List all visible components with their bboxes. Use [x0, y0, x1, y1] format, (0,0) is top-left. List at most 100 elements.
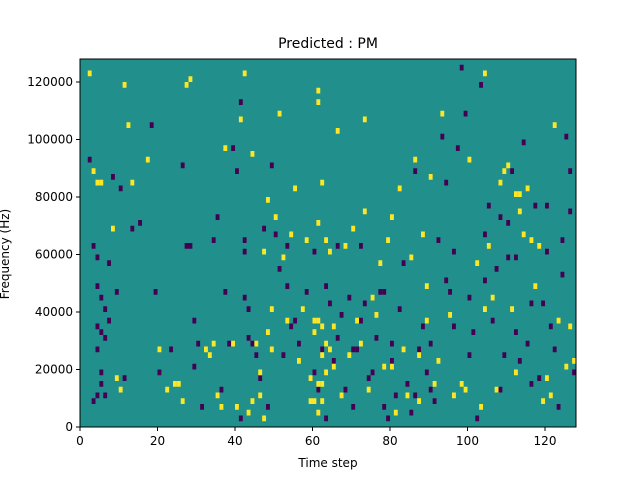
heatmap-cell-low	[192, 363, 197, 370]
heatmap-cell-low	[467, 352, 472, 358]
heatmap-cell-low	[281, 352, 286, 358]
heatmap-cell-high	[545, 375, 549, 381]
heatmap-cell-high	[165, 386, 170, 393]
heatmap-cell-high	[463, 386, 468, 393]
heatmap-cell-low	[200, 404, 205, 410]
heatmap-cell-low	[483, 231, 487, 238]
heatmap-cell-high	[347, 352, 352, 358]
heatmap-cell-low	[99, 381, 104, 387]
heatmap-cell-high	[312, 398, 317, 404]
heatmap-cell-high	[250, 398, 255, 404]
heatmap-cell-low	[533, 202, 538, 209]
heatmap-cell-low	[95, 392, 100, 399]
heatmap-cell-high	[180, 398, 185, 404]
chart-title: Predicted : PM	[278, 36, 378, 52]
heatmap-cell-high	[362, 208, 367, 215]
heatmap-cell-high	[87, 70, 92, 77]
heatmap-cell-high	[359, 340, 363, 347]
heatmap-cell-high	[424, 283, 429, 289]
y-tick-label: 20000	[35, 363, 73, 377]
heatmap-cell-low	[541, 300, 546, 307]
heatmap-cell-high	[157, 346, 162, 353]
heatmap-cell-low	[103, 335, 108, 341]
heatmap-cell-high	[521, 231, 526, 238]
heatmap-cell-high	[285, 317, 290, 324]
heatmap-cell-high	[219, 404, 224, 410]
heatmap-cell-low	[242, 248, 247, 255]
y-tick-label: 0	[65, 420, 73, 434]
heatmap-cell-low	[316, 386, 321, 393]
heatmap-cell-low	[262, 225, 267, 232]
heatmap-cell-high	[537, 243, 542, 249]
heatmap-cell-low	[219, 386, 224, 393]
heatmap-cell-high	[328, 346, 332, 353]
heatmap-cell-low	[339, 312, 344, 318]
x-tick-label: 120	[534, 434, 557, 448]
heatmap-cell-low	[401, 260, 406, 266]
heatmap-cell-high	[498, 179, 503, 186]
heatmap-cell-high	[118, 386, 123, 393]
heatmap-cell-low	[529, 300, 534, 307]
heatmap-cell-low	[552, 346, 557, 353]
heatmap-cell-low	[246, 335, 251, 341]
heatmap-cell-low	[390, 340, 394, 347]
heatmap-cell-low	[324, 283, 329, 289]
heatmap-cell-high	[514, 191, 518, 197]
y-tick-label: 80000	[35, 190, 73, 204]
heatmap-cell-low	[99, 329, 104, 335]
heatmap-cell-high	[176, 381, 181, 387]
x-tick-label: 40	[227, 434, 242, 448]
heatmap-cell-low	[417, 346, 422, 353]
heatmap-cell-high	[324, 369, 329, 376]
heatmap-cell-low	[277, 266, 282, 272]
heatmap-cell-low	[568, 168, 573, 174]
heatmap-cell-high	[390, 214, 394, 220]
heatmap-cell-low	[548, 323, 553, 330]
heatmap-cell-high	[126, 122, 131, 128]
heatmap-cell-high	[328, 248, 332, 255]
heatmap-cell-low	[479, 82, 484, 88]
heatmap-cell-high	[289, 231, 294, 238]
heatmap-cell-high	[316, 87, 321, 94]
heatmap-cell-high	[297, 358, 301, 364]
heatmap-cell-high	[448, 312, 453, 318]
heatmap-cells	[80, 59, 577, 427]
heatmap-cell-high	[316, 99, 321, 105]
heatmap-cell-low	[572, 369, 577, 376]
heatmap-cell-high	[91, 168, 96, 174]
heatmap-cell-high	[417, 352, 422, 358]
heatmap-cell-high	[424, 317, 429, 324]
heatmap-cell-high	[459, 381, 464, 387]
heatmap-cell-high	[324, 340, 329, 347]
heatmap-cell-high	[378, 260, 383, 266]
heatmap-cell-high	[273, 214, 278, 220]
x-tick-label: 20	[150, 434, 165, 448]
heatmap-cell-high	[479, 404, 484, 410]
heatmap-cell-low	[157, 369, 162, 376]
heatmap-cell-high	[300, 306, 305, 312]
heatmap-cell-high	[502, 168, 507, 174]
heatmap-cell-low	[347, 294, 352, 301]
heatmap-cell-low	[517, 358, 522, 364]
heatmap-cell-low	[510, 168, 515, 174]
heatmap-cell-high	[188, 76, 193, 82]
heatmap-cell-high	[173, 381, 177, 387]
heatmap-cell-low	[107, 317, 112, 324]
heatmap-cell-low	[95, 346, 100, 353]
heatmap-cell-low	[223, 289, 228, 295]
heatmap-cell-low	[138, 220, 143, 226]
heatmap-cell-high	[215, 392, 220, 399]
y-tick-label: 60000	[35, 248, 73, 262]
heatmap-cell-low	[254, 352, 259, 358]
heatmap-cell-low	[211, 237, 216, 243]
heatmap-cell-high	[541, 398, 546, 404]
heatmap-cell-low	[390, 358, 394, 364]
heatmap-cell-high	[428, 174, 433, 180]
heatmap-cell-low	[320, 346, 325, 353]
heatmap-cell-low	[335, 335, 340, 341]
heatmap-cell-high	[114, 375, 119, 381]
heatmap-cell-low	[192, 317, 197, 324]
heatmap-cell-low	[374, 335, 379, 341]
heatmap-cell-low	[95, 254, 100, 261]
heatmap-cell-low	[130, 225, 135, 232]
